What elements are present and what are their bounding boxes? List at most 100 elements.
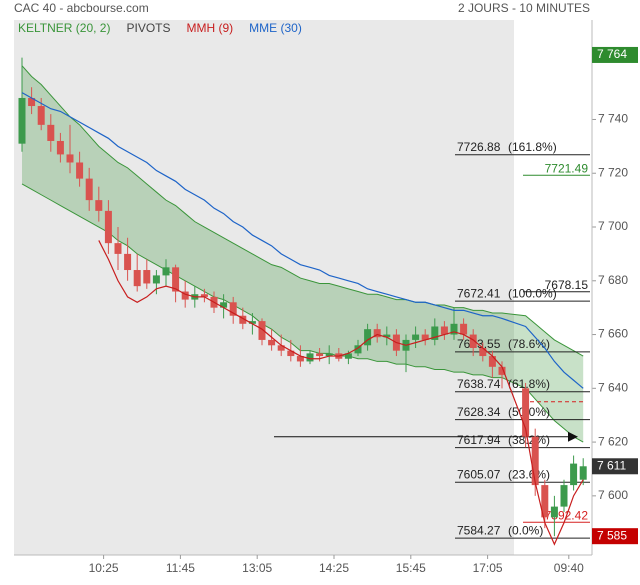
candle-body (18, 97, 26, 144)
candle-body (431, 326, 439, 340)
session-background (14, 20, 514, 555)
candle-body (104, 210, 112, 244)
candle-body (95, 200, 103, 211)
candle-body (268, 339, 276, 346)
candle-body (498, 366, 506, 375)
candle-body (56, 140, 64, 155)
price-mark-label: 7678.15 (545, 278, 589, 292)
fib-label: (23.6%) (508, 467, 550, 481)
candle-body (258, 321, 266, 340)
candle-body (114, 243, 122, 254)
fib-value: 7628.34 (457, 405, 501, 419)
price-tag (592, 528, 638, 545)
candle-body (296, 356, 304, 362)
price-tag (592, 46, 638, 63)
candle-body (373, 329, 381, 338)
candle-body (200, 294, 208, 297)
keltner-fill (22, 65, 584, 443)
candle-body (450, 323, 458, 335)
x-tick-label: 14:25 (319, 561, 349, 575)
legend-entry: MMH (9) (187, 21, 234, 35)
price-tag-label: 7 585 (597, 528, 627, 542)
fib-label: (0.0%) (508, 523, 543, 537)
candle-body (440, 326, 448, 335)
candle-body (560, 485, 568, 507)
candle-body (541, 485, 549, 518)
candle-body (181, 291, 189, 300)
candle-body (124, 253, 132, 271)
fib-value: 7617.94 (457, 433, 501, 447)
x-tick-label: 15:45 (396, 561, 426, 575)
keltner-lower (21, 183, 584, 443)
candle-body (172, 267, 180, 292)
candle-body (412, 334, 420, 340)
y-tick-label: 7 720 (598, 165, 628, 179)
candle-body (531, 436, 539, 486)
x-tick-label: 17:05 (473, 561, 503, 575)
candle-body (66, 154, 74, 163)
candle-body (85, 178, 93, 201)
y-tick-label: 7 600 (598, 488, 628, 502)
fib-label: (78.6%) (508, 337, 550, 351)
arrow-head (568, 431, 578, 442)
y-tick-label: 7 620 (598, 434, 628, 448)
price-tag-label: 7 764 (597, 47, 627, 61)
x-tick-label: 09:40 (554, 561, 584, 575)
price-mark-label: 7721.49 (545, 161, 589, 175)
fib-label: (100.0%) (508, 286, 557, 300)
fib-value: 7672.41 (457, 286, 501, 300)
candle-body (354, 345, 362, 354)
candle-body (306, 353, 314, 362)
indicator-line (21, 92, 584, 389)
candle-body (277, 345, 285, 351)
y-tick-label: 7 700 (598, 219, 628, 233)
fib-value: 7638.74 (457, 377, 501, 391)
y-tick-label: 7 680 (598, 273, 628, 287)
candle-body (229, 302, 237, 316)
fib-value: 7584.27 (457, 523, 501, 537)
candle-body (570, 463, 578, 486)
candle-body (316, 353, 324, 357)
candle-body (364, 329, 372, 346)
chart-title: CAC 40 - abcbourse.com (14, 1, 149, 15)
fib-label: (161.8%) (508, 140, 557, 154)
fib-label: (61.8%) (508, 377, 550, 391)
y-tick-label: 7 740 (598, 112, 628, 126)
period-label: 2 JOURS - 10 MINUTES (458, 1, 590, 15)
indicator-line (98, 240, 584, 546)
candle-body (421, 334, 429, 340)
candle-body (152, 275, 160, 284)
y-tick-label: 7 640 (598, 380, 628, 394)
candle-body (47, 124, 55, 141)
candle-body (287, 350, 295, 357)
candle-body (522, 388, 530, 437)
x-tick-label: 13:05 (242, 561, 272, 575)
candle-body (76, 162, 84, 179)
fib-value: 7726.88 (457, 140, 501, 154)
candle-body (550, 506, 558, 518)
candle-body (479, 347, 487, 357)
x-tick-label: 10:25 (89, 561, 119, 575)
candle-body (28, 97, 36, 107)
price-tag-label: 7 611 (597, 458, 626, 472)
legend-entry: PIVOTS (126, 21, 170, 35)
legend-entry: KELTNER (20, 2) (18, 21, 110, 35)
candle-body (248, 321, 256, 324)
candle-body (220, 302, 228, 308)
plot: 7 600 7 620 7 640 7 660 7 680 7 700 7 720 7 740… (14, 20, 638, 575)
session-background (514, 20, 592, 555)
candle-body (579, 466, 587, 480)
candle-body (469, 334, 477, 348)
candle-body (488, 356, 496, 367)
candle-body (143, 270, 151, 284)
fib-value: 7605.07 (457, 467, 501, 481)
candle-body (162, 267, 170, 276)
candle-body (460, 323, 468, 335)
candle-body (325, 353, 333, 357)
candle-body (133, 270, 141, 287)
candle-body (37, 106, 45, 125)
price-tag (592, 458, 638, 475)
candle-body (344, 353, 352, 359)
candle-body (383, 334, 391, 338)
